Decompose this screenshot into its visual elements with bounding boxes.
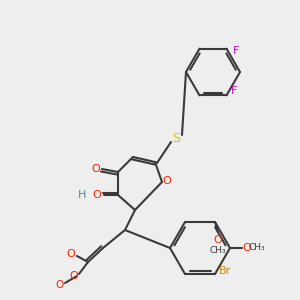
Text: O: O [92, 164, 100, 174]
Text: Br: Br [219, 266, 231, 276]
Text: O: O [70, 271, 78, 281]
Text: O: O [56, 280, 64, 290]
Text: H: H [78, 190, 86, 200]
Text: CH₃: CH₃ [249, 244, 265, 253]
Text: F: F [231, 86, 238, 96]
Text: F: F [233, 46, 240, 56]
Text: O: O [93, 190, 101, 200]
Text: O: O [163, 176, 171, 186]
Text: S: S [172, 131, 180, 145]
Text: O: O [243, 243, 251, 253]
Text: O: O [214, 235, 222, 245]
Text: O: O [67, 249, 75, 259]
Text: CH₃: CH₃ [210, 245, 226, 254]
